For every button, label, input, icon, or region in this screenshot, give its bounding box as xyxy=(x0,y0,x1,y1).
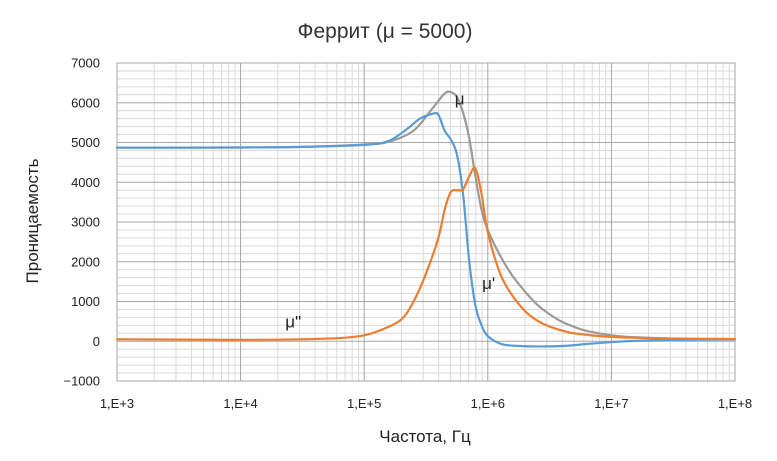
y-axis-title: Проницаемость xyxy=(23,158,42,283)
x-axis-title: Частота, Гц xyxy=(379,427,471,446)
y-tick-label: 3000 xyxy=(71,215,100,230)
y-tick-label: 4000 xyxy=(71,175,100,190)
chart-title: Феррит (μ = 5000) xyxy=(298,20,473,43)
plot-border xyxy=(116,62,736,382)
series-label: μ' xyxy=(482,274,495,293)
series-label: μ xyxy=(455,90,465,109)
y-tick-label: 7000 xyxy=(71,56,100,71)
x-tick-label: 1,E+3 xyxy=(100,396,134,411)
y-tick-label: 5000 xyxy=(71,135,100,150)
series-label: μ" xyxy=(285,313,301,332)
series-line xyxy=(115,166,737,341)
grid xyxy=(116,62,736,382)
y-tick-label: 1000 xyxy=(71,294,100,309)
series-lines xyxy=(115,90,737,348)
x-tick-label: 1,E+5 xyxy=(347,396,381,411)
y-tick-label: 6000 xyxy=(71,95,100,110)
y-tick-label: −1000 xyxy=(63,374,100,389)
x-tick-label: 1,E+7 xyxy=(594,396,628,411)
series-line xyxy=(115,111,737,348)
series-labels: μ μ' μ" xyxy=(285,90,495,332)
x-tick-label: 1,E+4 xyxy=(223,396,257,411)
x-tick-label: 1,E+8 xyxy=(718,396,752,411)
tick-labels: −1000 0 1000 2000 3000 4000 5000 6000 7000 1,E+3 1… xyxy=(63,56,752,412)
y-tick-label: 2000 xyxy=(71,254,100,269)
x-tick-label: 1,E+6 xyxy=(471,396,505,411)
y-tick-label: 0 xyxy=(93,334,100,349)
